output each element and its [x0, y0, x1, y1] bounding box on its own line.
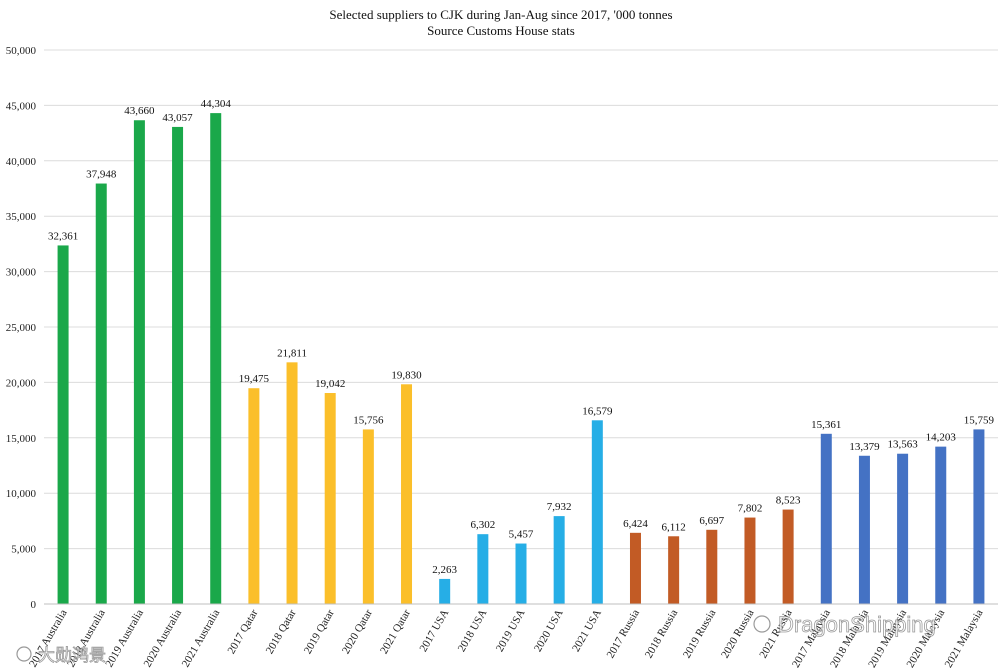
watermark-right: DragonShipping [778, 612, 936, 637]
grid-lines [44, 49, 998, 550]
data-label: 19,475 [239, 373, 270, 385]
data-label: 5,457 [509, 529, 534, 541]
category-label: 2019 USA [494, 607, 528, 654]
bar [286, 362, 298, 604]
category-label: 2017 Russia [605, 607, 642, 660]
bar [744, 517, 756, 604]
category-label: 2020 Australia [142, 607, 185, 669]
bar [324, 393, 336, 604]
wechat-logo-icon [753, 615, 771, 633]
y-tick-label: 30,000 [6, 267, 37, 279]
watermark-left: 大勋鸿景 [38, 646, 106, 665]
y-axis-ticks: 0 5,000 10,000 15,000 20,000 25,000 30,000 35,0… [6, 45, 37, 611]
category-label: 2021 Qatar [378, 607, 413, 656]
bar [439, 578, 451, 604]
y-tick-label: 40,000 [6, 156, 37, 168]
bars [57, 113, 985, 605]
data-label: 44,304 [201, 98, 232, 110]
data-label: 2,263 [432, 564, 457, 576]
chart-title: Selected suppliers to CJK during Jan-Aug… [329, 7, 672, 22]
bar [133, 120, 145, 605]
data-labels: 32,361 37,948 43,660 43,057 44,304 19,475 21,8… [48, 98, 995, 576]
category-label: 2020 USA [532, 607, 566, 654]
data-label: 6,112 [661, 521, 685, 533]
bar [477, 534, 489, 604]
data-label: 13,379 [849, 441, 880, 453]
bar [591, 420, 603, 604]
data-label: 43,057 [162, 112, 193, 124]
y-tick-label: 25,000 [6, 322, 37, 334]
category-label: 2020 Russia [719, 607, 756, 660]
bar [629, 532, 641, 604]
y-tick-label: 50,000 [6, 45, 37, 57]
y-tick-label: 5,000 [11, 544, 36, 556]
watermark-group: 大勋鸿景 DragonShipping [16, 612, 936, 665]
bar [668, 536, 680, 604]
bar [210, 113, 222, 604]
y-tick-label: 10,000 [6, 488, 37, 500]
data-label: 13,563 [887, 439, 918, 451]
bar [553, 516, 565, 604]
data-label: 32,361 [48, 230, 78, 242]
bar [858, 455, 870, 604]
category-label: 2019 Russia [681, 607, 718, 660]
bar [820, 433, 832, 604]
data-label: 8,523 [776, 495, 801, 507]
category-label: 2021 Australia [180, 607, 223, 669]
bar [706, 529, 718, 604]
data-label: 7,932 [547, 501, 572, 513]
data-label: 14,203 [926, 432, 957, 444]
category-label: 2018 Russia [643, 607, 680, 660]
data-label: 6,697 [699, 515, 724, 527]
category-label: 2017 USA [418, 607, 452, 654]
data-label: 37,948 [86, 169, 117, 181]
chart-subtitle: Source Customs House stats [427, 23, 575, 38]
y-tick-label: 0 [31, 599, 37, 611]
data-label: 21,811 [277, 347, 307, 359]
bar [401, 384, 413, 604]
bar [57, 245, 69, 604]
bar [95, 183, 107, 604]
bar [172, 126, 184, 604]
wechat-logo-icon [16, 646, 32, 662]
data-label: 6,424 [623, 518, 648, 530]
bar [362, 429, 374, 604]
data-label: 6,302 [470, 519, 495, 531]
y-tick-label: 45,000 [6, 100, 37, 112]
bar [973, 429, 985, 604]
bar [515, 543, 527, 604]
category-label: 2019 Australia [103, 607, 146, 669]
y-tick-label: 15,000 [6, 433, 37, 445]
category-label: 2021 USA [570, 607, 604, 654]
category-label: 2020 Qatar [340, 607, 375, 656]
category-label: 2021 Malaysia [943, 607, 986, 669]
category-label: 2019 Qatar [302, 607, 337, 656]
data-label: 15,361 [811, 419, 841, 431]
data-label: 16,579 [582, 405, 613, 417]
bar [935, 446, 947, 604]
data-label: 19,042 [315, 378, 345, 390]
bar [782, 509, 794, 604]
data-label: 15,759 [964, 414, 995, 426]
bar [897, 453, 909, 604]
category-label: 2018 USA [456, 607, 490, 654]
data-label: 43,660 [124, 105, 155, 117]
data-label: 15,756 [353, 414, 384, 426]
category-label: 2017 Qatar [225, 607, 260, 656]
category-label: 2018 Qatar [264, 607, 299, 656]
y-tick-label: 35,000 [6, 211, 37, 223]
y-tick-label: 20,000 [6, 377, 37, 389]
data-label: 19,830 [391, 369, 422, 381]
data-label: 7,802 [738, 503, 763, 515]
bar [248, 388, 260, 604]
